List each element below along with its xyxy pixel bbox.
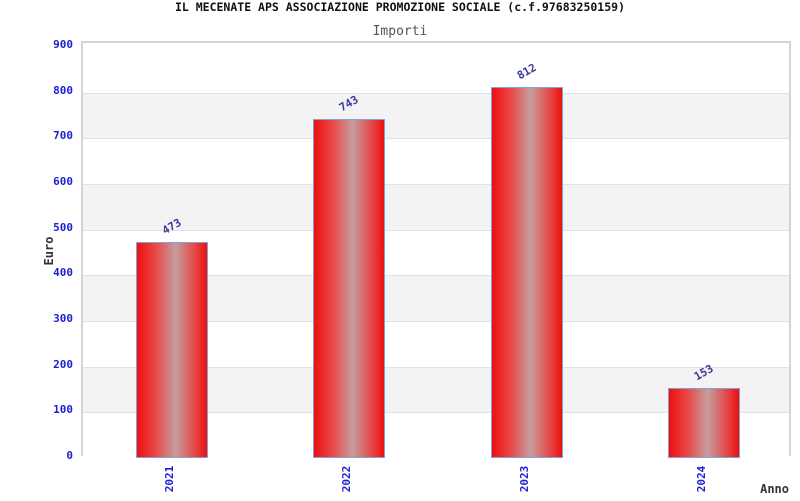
bar-2022	[313, 118, 386, 458]
x-tick-label-2024: 2024	[695, 465, 709, 493]
chart-subtitle: Importi	[372, 24, 428, 39]
y-tick-label: 200	[53, 357, 73, 371]
bar-2024	[668, 388, 741, 458]
bar-2021	[135, 241, 208, 458]
plot-area	[81, 41, 791, 458]
gridline	[83, 412, 789, 414]
y-tick-label: 500	[53, 220, 73, 234]
x-axis-title: Anno	[760, 482, 789, 496]
x-tick-label-2023: 2023	[517, 465, 531, 493]
y-tick-label: 700	[53, 129, 73, 143]
y-tick-label: 800	[53, 83, 73, 97]
plot-band	[83, 184, 789, 230]
gridline	[83, 321, 789, 322]
y-tick-label: 600	[53, 175, 73, 188]
plot-band	[83, 138, 789, 184]
gridline	[83, 184, 789, 185]
y-tick-label: 0	[66, 449, 73, 462]
plot-band	[83, 92, 789, 139]
chart-title: IL MECENATE APS ASSOCIAZIONE PROMOZIONE …	[174, 0, 626, 14]
y-tick-label: 300	[53, 312, 73, 325]
y-axis-title: Euro	[42, 236, 56, 266]
gridline	[83, 229, 789, 231]
gridline	[83, 92, 789, 94]
bar-2023	[490, 87, 563, 458]
gridline	[83, 138, 789, 140]
gridline	[83, 275, 789, 277]
y-tick-label: 400	[53, 266, 73, 280]
y-tick-label: 100	[53, 403, 73, 417]
y-tick-label: 900	[53, 38, 73, 51]
gridline	[83, 366, 789, 368]
plot-band	[83, 47, 789, 93]
x-tick-label-2022: 2022	[340, 465, 354, 493]
x-tick-label-2021: 2021	[162, 465, 176, 493]
